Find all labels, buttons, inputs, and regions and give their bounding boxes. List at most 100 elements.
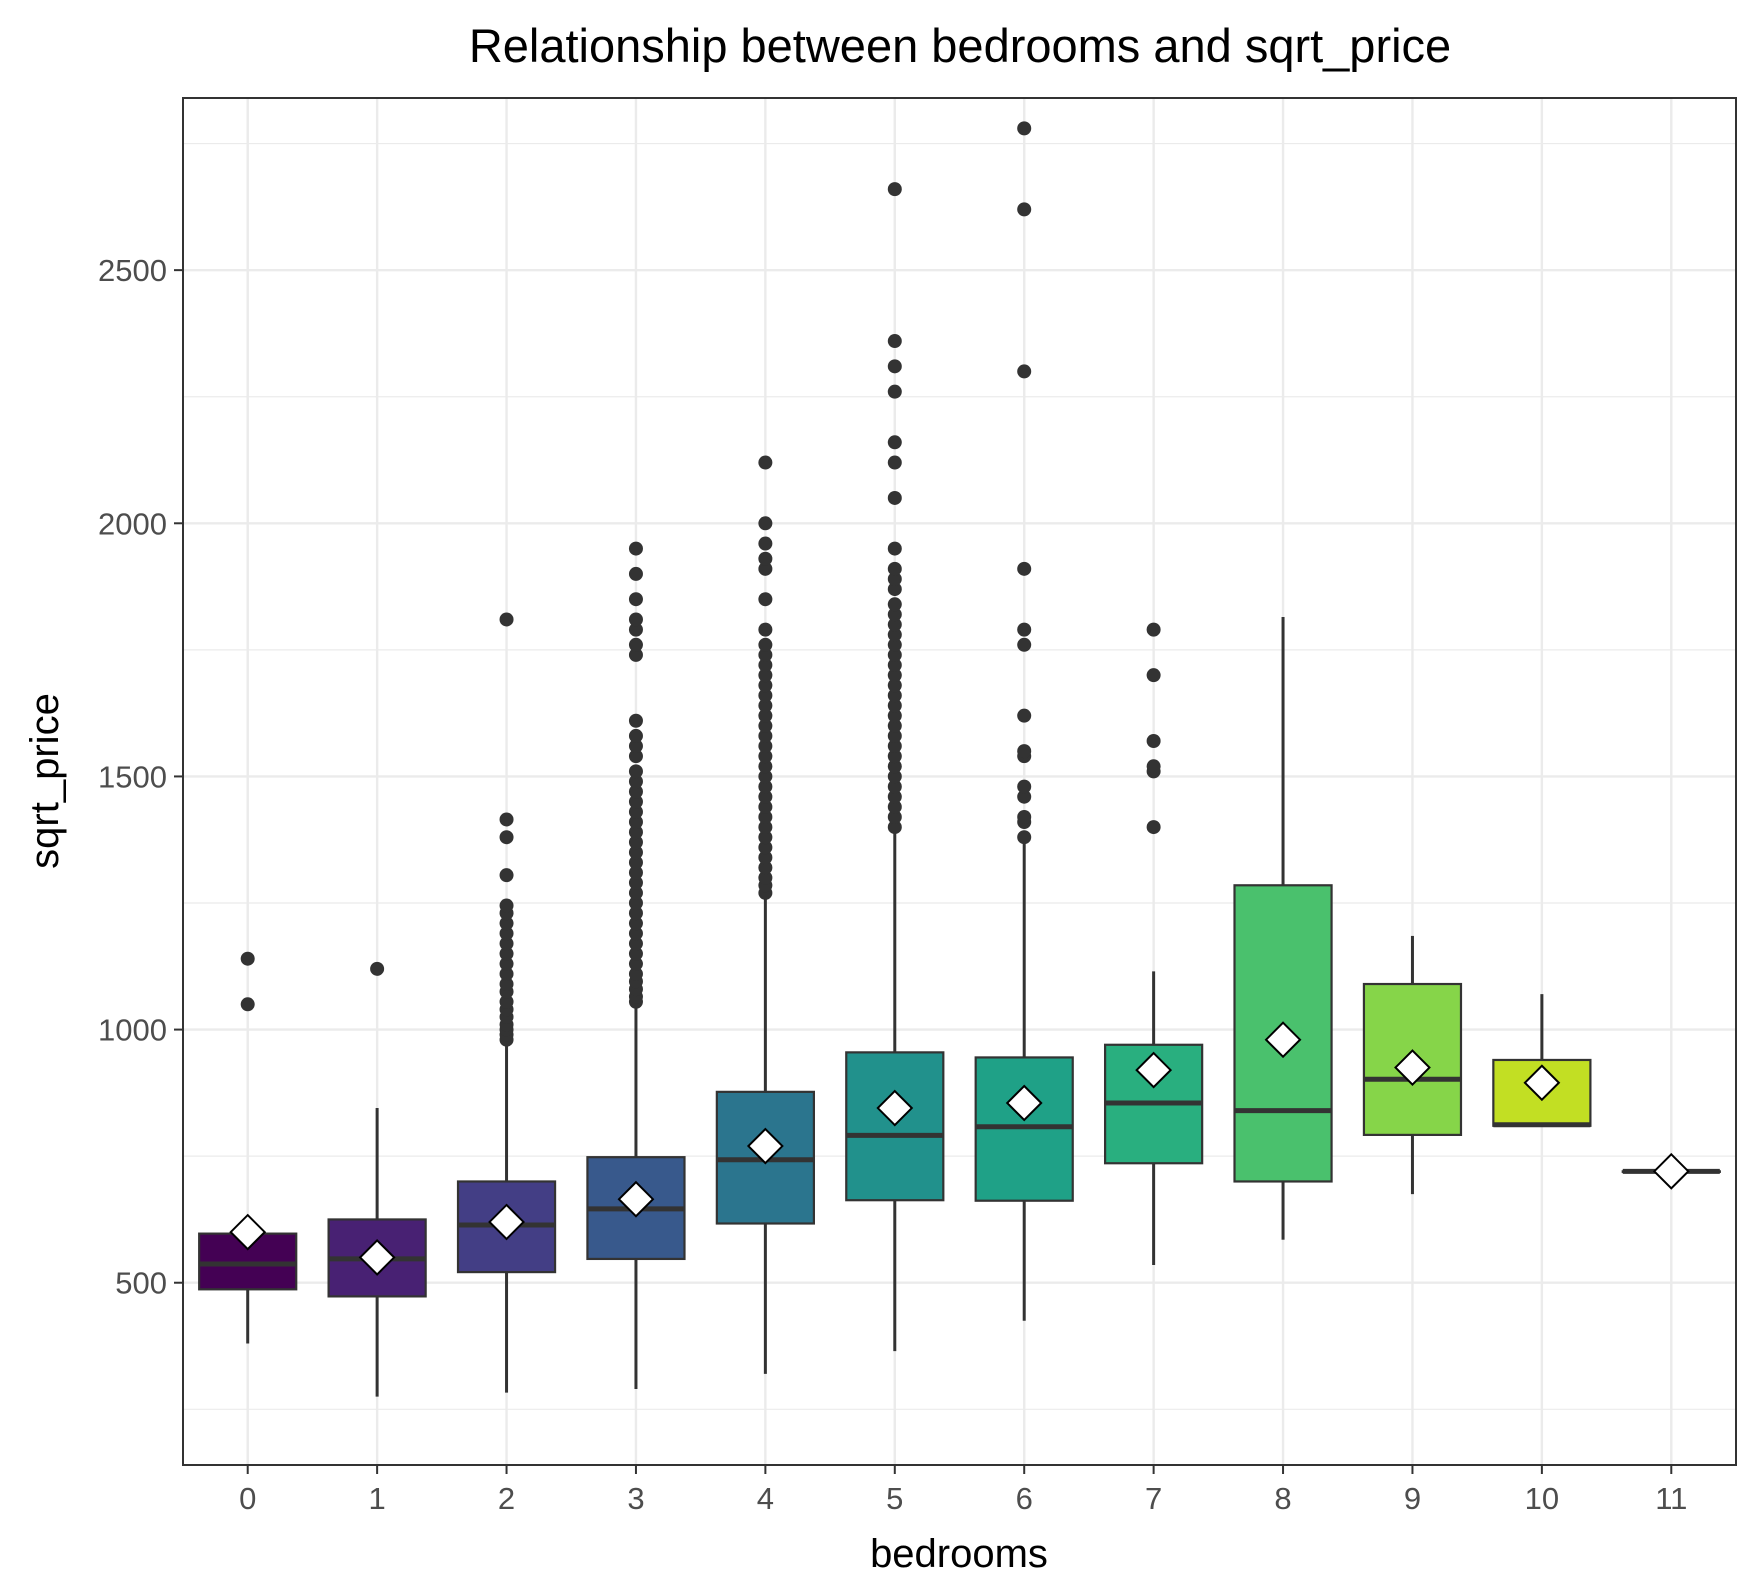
outlier-point [758,718,773,733]
outlier-point [499,830,514,845]
x-axis-title: bedrooms [870,1532,1048,1576]
outlier-point [758,840,773,855]
outlier-point [887,799,902,814]
outlier-point [758,850,773,865]
outlier-point [887,597,902,612]
outlier-point [887,607,902,622]
box-group [1103,622,1204,1266]
outlier-point [1146,820,1161,835]
box-group [327,961,427,1397]
box-group [1362,935,1463,1195]
x-tick-label: 2 [498,1481,515,1516]
outlier-point [628,774,643,789]
x-tick-label: 8 [1274,1481,1291,1516]
outlier-point [628,647,643,662]
outlier-point [240,997,255,1012]
outlier-point [628,855,643,870]
outlier-point [1017,622,1032,637]
outlier-point [628,936,643,951]
outlier-point [628,612,643,627]
outlier-point [887,820,902,835]
outlier-point [1017,744,1032,759]
y-tick-label: 1000 [98,1013,167,1048]
outlier-point [240,951,255,966]
plot-panel-border [182,97,1737,1466]
box-group [715,455,816,1374]
outlier-point [628,946,643,961]
box-group [1492,994,1592,1128]
mean-marker [1394,1049,1431,1086]
outlier-point [758,551,773,566]
outlier-point [1017,779,1032,794]
outlier-point [628,566,643,581]
box-group [974,121,1074,1321]
outlier-point [887,658,902,673]
outlier-point [1017,364,1032,379]
box-group [198,951,298,1344]
outlier-point [758,820,773,835]
outlier-point [758,536,773,551]
outlier-point [1146,759,1161,774]
outlier-point [887,759,902,774]
outlier-point [887,334,902,349]
outlier-point [628,637,643,652]
outlier-point [887,617,902,632]
x-tick-label: 7 [1145,1481,1162,1516]
outlier-point [887,708,902,723]
outlier-point [887,779,902,794]
outlier-point [1017,789,1032,804]
outlier-point [628,815,643,830]
outlier-point [887,698,902,713]
outlier-point [628,713,643,728]
outlier-point [1146,668,1161,683]
y-axis-title: sqrt_price [23,693,67,869]
mean-marker [1005,1084,1043,1122]
outlier-point [628,739,643,754]
outlier-point [887,789,902,804]
outlier-point [887,571,902,586]
y-tick-label: 1500 [98,759,167,794]
mean-marker [488,1203,525,1241]
outlier-point [758,561,773,576]
outlier-point [887,728,902,743]
outlier-point [887,359,902,374]
outlier-point [887,678,902,693]
outlier-point [628,956,643,971]
outlier-point [887,647,902,662]
outlier-point [628,825,643,840]
outlier-point [628,784,643,799]
outlier-point [758,708,773,723]
outlier-point [887,182,902,197]
outlier-point [499,916,514,931]
axes: 500 1000 1500 2000 2500 0 1 2 3 4 5 6 7 8 9 10 11 [98,253,1687,1516]
y-tick-label: 2000 [98,506,167,541]
outlier-point [628,916,643,931]
outlier-point [887,718,902,733]
outlier-point [887,455,902,470]
outlier-point [1146,733,1161,748]
outlier-point [887,627,902,642]
outlier-point [887,384,902,399]
outlier-point [499,994,514,1009]
x-tick-label: 1 [369,1481,386,1516]
outlier-point [758,637,773,652]
box-group [456,612,557,1393]
outlier-point [758,698,773,713]
outlier-point [758,860,773,875]
outlier-point [499,966,514,981]
outlier-point [887,769,902,784]
outlier-point [1017,637,1032,652]
outlier-point [1017,121,1032,136]
outlier-point [1017,830,1032,845]
outlier-point [758,592,773,607]
x-tick-label: 5 [886,1481,903,1516]
x-tick-label: 3 [627,1481,644,1516]
outlier-point [628,966,643,981]
mean-marker [229,1213,267,1251]
outlier-point [887,490,902,505]
x-tick-label: 9 [1404,1481,1421,1516]
mean-marker [746,1127,784,1165]
outlier-point [758,688,773,703]
